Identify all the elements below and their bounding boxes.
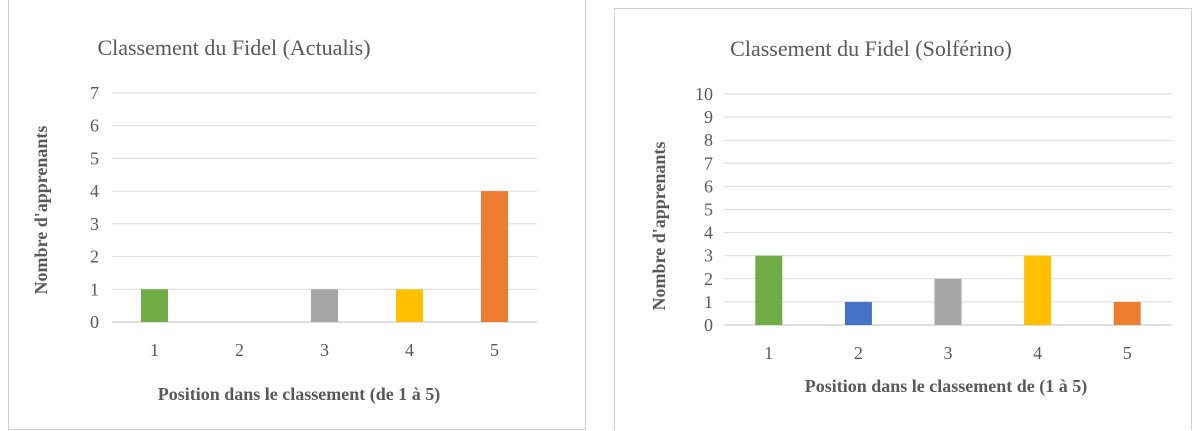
x-tick-label: 1 (150, 340, 159, 360)
y-tick-label: 10 (695, 84, 713, 104)
chart-title: Classement du Fidel (Solférino) (730, 36, 1012, 61)
y-tick-label: 3 (704, 246, 713, 266)
x-tick-label: 4 (405, 340, 414, 360)
x-axis-label: Position dans le classement (de 1 à 5) (158, 384, 441, 405)
y-tick-label: 2 (90, 247, 99, 267)
y-tick-label: 5 (90, 148, 99, 168)
y-tick-label: 8 (704, 130, 713, 150)
x-tick-label: 1 (764, 343, 773, 363)
chart-solferino-svg: Classement du Fidel (Solférino) Nombre d… (649, 36, 1172, 397)
plot-area: 0 1 2 3 4 5 6 7 8 9 10 1 2 3 4 5 (695, 84, 1172, 363)
x-tick-label: 5 (1123, 343, 1132, 363)
y-tick-label: 6 (704, 176, 713, 196)
x-tick-label: 5 (490, 340, 499, 360)
chart-title: Classement du Fidel (Actualis) (97, 35, 370, 60)
bar-1 (755, 255, 783, 325)
plot-area: 0 1 2 3 4 5 6 7 1 2 3 4 5 (90, 83, 537, 360)
chart-actualis-svg: Classement du Fidel (Actualis) Nombre d'… (31, 35, 537, 405)
bar-1 (141, 289, 168, 322)
y-tick-label: 2 (704, 269, 713, 289)
chart-solferino: Classement du Fidel (Solférino) Nombre d… (614, 8, 1192, 430)
bar-4 (396, 289, 423, 322)
bar-4 (1024, 255, 1052, 325)
y-tick-label: 4 (90, 181, 99, 201)
bar-5 (481, 191, 508, 322)
x-axis-label: Position dans le classement de (1 à 5) (805, 376, 1088, 397)
y-tick-label: 3 (90, 214, 99, 234)
y-axis-label: Nombre d'apprenants (649, 142, 669, 311)
y-tick-label: 9 (704, 107, 713, 127)
y-tick-label: 1 (704, 292, 713, 312)
y-tick-label: 7 (90, 83, 99, 103)
bar-5 (1113, 301, 1141, 325)
x-tick-label: 2 (235, 340, 244, 360)
y-tick-label: 0 (90, 312, 99, 332)
y-tick-label: 0 (704, 315, 713, 335)
chart-actualis: Classement du Fidel (Actualis) Nombre d'… (8, 0, 586, 430)
y-tick-label: 7 (704, 153, 713, 173)
x-tick-label: 2 (854, 343, 863, 363)
y-tick-label: 6 (90, 116, 99, 136)
y-axis-label: Nombre d'apprenants (31, 126, 51, 295)
x-tick-label: 4 (1033, 343, 1042, 363)
x-tick-label: 3 (944, 343, 953, 363)
y-tick-label: 5 (704, 200, 713, 220)
y-tick-label: 1 (90, 279, 99, 299)
x-tick-label: 3 (320, 340, 329, 360)
bar-3 (934, 278, 962, 325)
bar-3 (311, 289, 338, 322)
y-tick-label: 4 (704, 223, 713, 243)
bar-2 (844, 301, 872, 325)
